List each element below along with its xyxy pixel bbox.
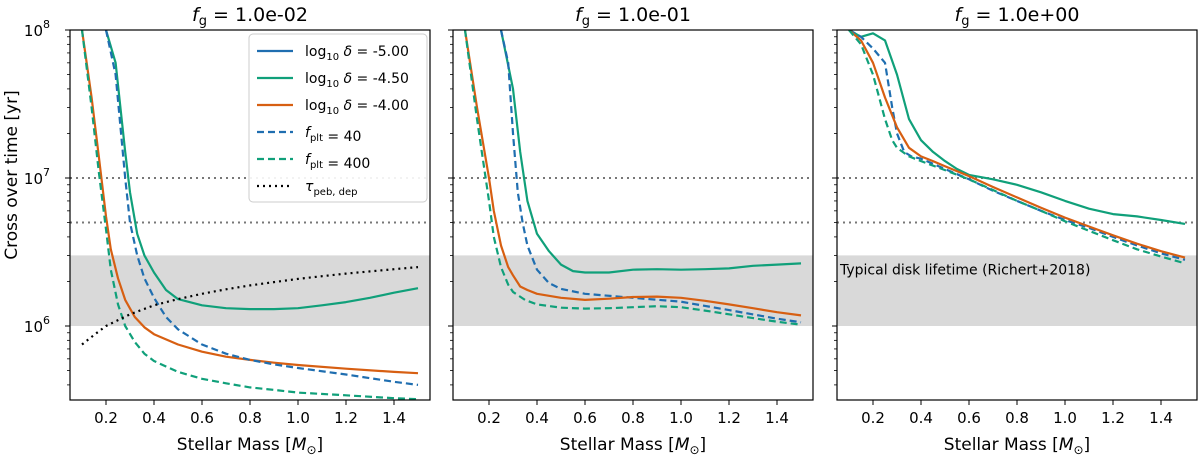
x-tick-label: 1.4 — [1149, 409, 1173, 427]
panel-title: fg = 1.0e-02 — [192, 4, 308, 29]
x-tick-label: 0.8 — [621, 409, 645, 427]
disk-lifetime-band — [70, 255, 430, 326]
x-tick-label: 0.2 — [94, 409, 118, 427]
x-tick-label: 1.4 — [765, 409, 789, 427]
legend-label: log10 δ = -4.00 — [305, 98, 409, 117]
x-tick-label: 1.2 — [334, 409, 358, 427]
x-tick-label: 1.4 — [382, 409, 406, 427]
panel-2: 0.2 0.4 0.6 0.8 1.0 1.2 1.4 fg = 1.0e-01 Stellar… — [448, 4, 814, 457]
x-tick-label: 0.8 — [238, 409, 262, 427]
x-tick-label: 1.0 — [669, 409, 693, 427]
legend-label: fplt = 400 — [305, 152, 370, 172]
panel-title: fg = 1.0e+00 — [955, 4, 1080, 29]
x-tick-label: 0.6 — [957, 409, 981, 427]
legend-label: log10 δ = -4.50 — [305, 71, 409, 90]
legend-label: log10 δ = -5.00 — [305, 44, 409, 63]
legend: log10 δ = -5.00 log10 δ = -4.50 log10 δ = … — [248, 33, 428, 203]
series-line-1 — [499, 30, 802, 274]
y-tick-label: 108 — [24, 18, 50, 40]
series-line-5 — [80, 30, 419, 400]
y-tick-label: 106 — [24, 314, 50, 336]
series-line-1 — [848, 30, 1186, 225]
y-tick-label: 107 — [24, 166, 50, 188]
x-tick-label: 1.2 — [717, 409, 741, 427]
x-tick-label: 1.0 — [1053, 409, 1077, 427]
x-tick-label: 0.2 — [861, 409, 885, 427]
x-tick-label: 1.0 — [286, 409, 310, 427]
series-line-4 — [104, 30, 419, 386]
series-line-2 — [848, 30, 1186, 261]
x-axis-label: Stellar Mass [M⊙] — [177, 435, 323, 457]
series-line-3 — [463, 30, 802, 317]
x-axis-label: Stellar Mass [M⊙] — [944, 435, 1090, 457]
x-axis-label: Stellar Mass [M⊙] — [560, 435, 706, 457]
disk-lifetime-band — [837, 255, 1197, 326]
plot-frame — [452, 29, 814, 401]
series-line-2 — [499, 30, 802, 324]
series-line-6 — [81, 266, 419, 346]
band-annotation: Typical disk lifetime (Richert+2018) — [839, 262, 1090, 278]
x-tick-label: 0.6 — [190, 409, 214, 427]
legend-label: fplt = 40 — [305, 125, 361, 145]
series-line-2 — [104, 30, 419, 311]
plot-frame — [836, 29, 1198, 401]
x-tick-label: 0.4 — [142, 409, 166, 427]
y-axis-label: Cross over time [yr] — [2, 90, 22, 259]
series-line-4 — [848, 30, 1186, 265]
legend-box — [248, 33, 428, 203]
x-tick-label: 0.6 — [573, 409, 597, 427]
legend-label: τpeb, dep — [305, 179, 358, 198]
series-line-4 — [463, 30, 802, 326]
panel-3: 0.2 0.4 0.6 0.8 1.0 1.2 1.4 fg = 1.0e+00 Stellar… — [832, 4, 1198, 457]
x-tick-label: 0.8 — [1005, 409, 1029, 427]
panel-title: fg = 1.0e-01 — [575, 4, 691, 29]
panel-1: 0.2 0.4 0.6 0.8 1.0 1.2 1.4 106 107 108 fg = 1.0e-… — [24, 4, 431, 457]
x-tick-label: 0.4 — [909, 409, 933, 427]
series-line-3 — [848, 30, 1186, 259]
series-line-3 — [80, 30, 419, 375]
x-tick-label: 0.2 — [477, 409, 501, 427]
x-tick-label: 0.4 — [525, 409, 549, 427]
x-tick-label: 1.2 — [1101, 409, 1125, 427]
